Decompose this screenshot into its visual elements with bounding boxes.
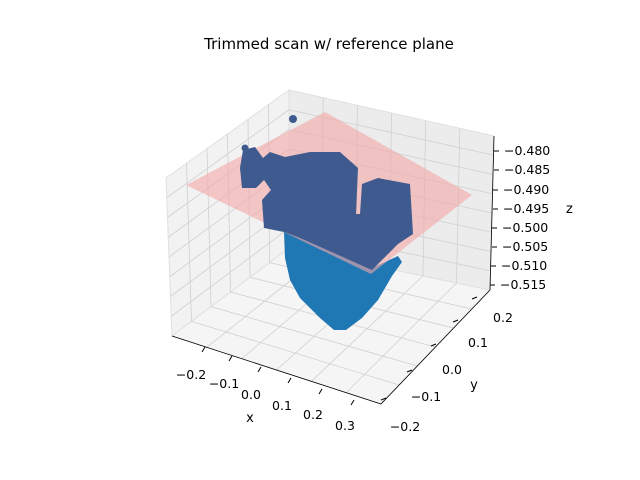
z-tick-label: −0.510 xyxy=(501,258,547,273)
axis-lines xyxy=(171,135,495,405)
x-tick-label: −0.2 xyxy=(176,367,206,382)
scatter-outlier-point xyxy=(241,144,249,152)
y-tick-label: −0.2 xyxy=(390,419,420,434)
x-tick-mark xyxy=(257,366,262,373)
axis-ticks: −0.2 −0.1 0.0 0.1 0.2 0.3 x −0.2 −0.1 0.… xyxy=(176,143,573,434)
z-tick-label: −0.500 xyxy=(502,220,548,235)
y-tick-mark xyxy=(471,296,478,300)
scatter-cloud-above-plane xyxy=(240,147,413,270)
y-tick-label: 0.0 xyxy=(442,362,462,377)
y-tick-mark xyxy=(380,397,387,401)
z-axis-label: z xyxy=(566,202,573,217)
x-tick-mark xyxy=(201,346,206,353)
x-tick-mark xyxy=(350,399,355,406)
chart-title: Trimmed scan w/ reference plane xyxy=(203,35,454,53)
scatter-outlier-point xyxy=(289,115,297,123)
x-tick-label: 0.2 xyxy=(303,407,323,422)
z-tick-label: −0.505 xyxy=(502,239,548,254)
x-tick-label: 0.0 xyxy=(241,387,261,402)
y-tick-label: 0.2 xyxy=(493,310,513,325)
x-tick-label: 0.1 xyxy=(272,398,292,413)
z-tick-label: −0.495 xyxy=(503,201,549,216)
x-axis-line xyxy=(171,335,382,405)
y-tick-label: −0.1 xyxy=(411,389,441,404)
x-tick-mark xyxy=(287,377,292,384)
y-tick-mark xyxy=(406,369,413,373)
x-axis-label: x xyxy=(246,411,254,426)
y-tick-label: 0.1 xyxy=(468,335,488,350)
z-tick-label: −0.490 xyxy=(503,182,549,197)
y-tick-mark xyxy=(430,343,437,347)
x-tick-label: −0.1 xyxy=(209,376,239,391)
y-tick-mark xyxy=(452,319,459,323)
x-tick-label: 0.3 xyxy=(335,418,355,433)
gridline xyxy=(171,227,290,317)
x-tick-mark xyxy=(228,355,233,362)
z-tick-label: −0.515 xyxy=(500,277,546,292)
gridline xyxy=(166,109,290,199)
y-axis-label: y xyxy=(470,378,478,393)
z-tick-label: −0.485 xyxy=(504,162,550,177)
x-tick-mark xyxy=(318,388,323,395)
scatter-cloud-below-plane xyxy=(284,232,402,330)
y-axis-line xyxy=(380,289,491,405)
z-axis-line xyxy=(489,135,495,291)
z-tick-label: −0.480 xyxy=(504,143,550,158)
plot-data xyxy=(186,112,472,330)
